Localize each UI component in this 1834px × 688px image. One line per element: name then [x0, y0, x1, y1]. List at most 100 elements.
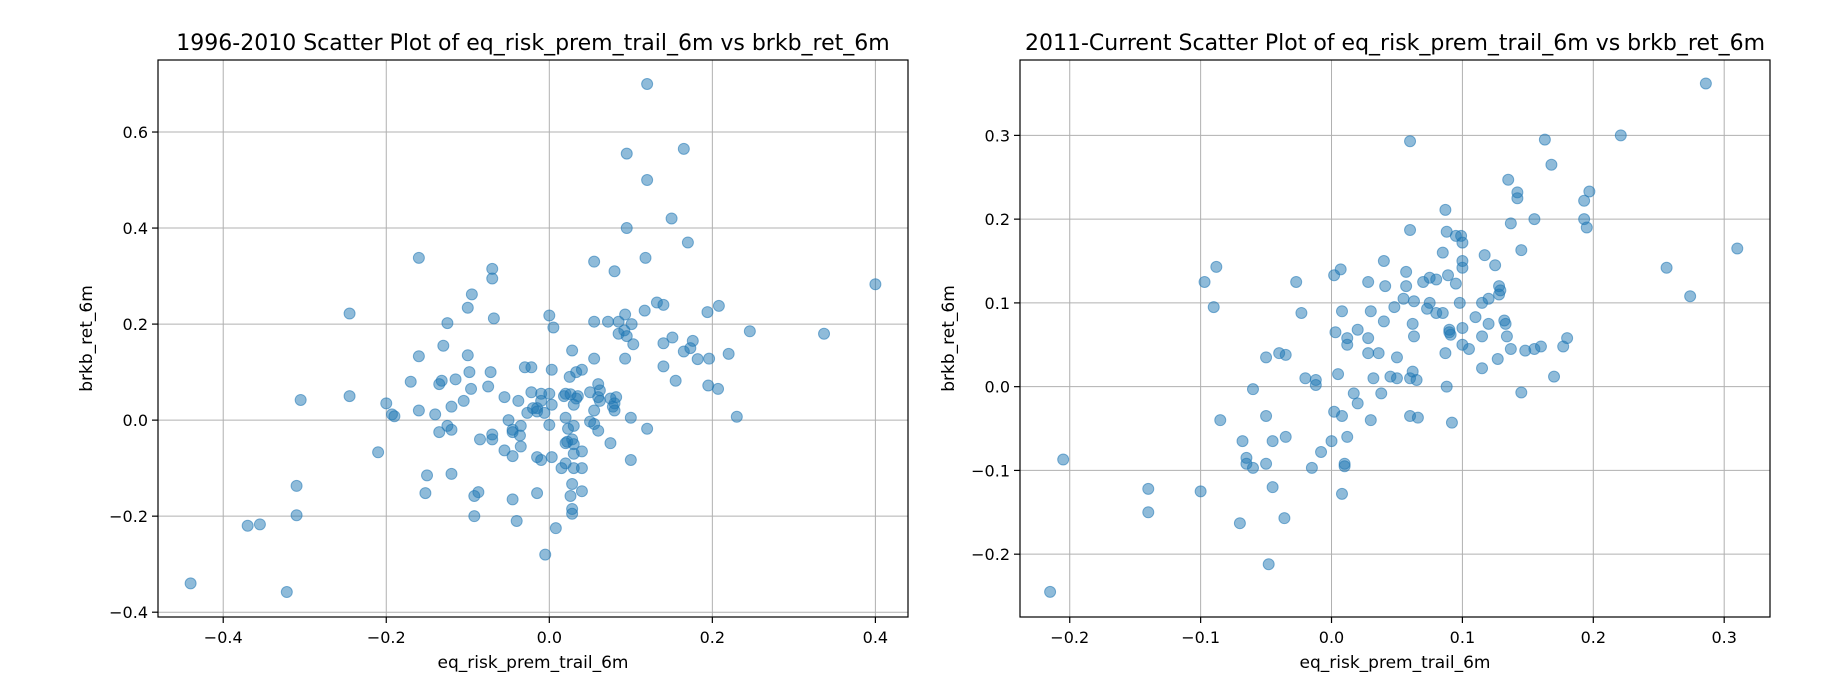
scatter-point: [539, 548, 552, 561]
scatter-point: [1493, 288, 1506, 301]
scatter-point: [441, 317, 454, 330]
scatter-point: [1332, 368, 1345, 381]
x-tick-label: 0.0: [1319, 628, 1344, 647]
scatter-point: [547, 321, 560, 334]
scatter-point: [1456, 236, 1469, 249]
scatter-point: [461, 349, 474, 362]
scatter-point: [1246, 461, 1259, 474]
scatter-point: [468, 489, 481, 502]
scatter-point: [593, 394, 606, 407]
scatter-point: [512, 394, 525, 407]
x-axis-label: eq_risk_prem_trail_6m: [438, 653, 629, 673]
scatter-point: [543, 309, 556, 322]
scatter-point: [677, 142, 690, 155]
scatter-point: [1194, 485, 1207, 498]
y-tick-label: −0.2: [971, 545, 1010, 564]
scatter-point: [498, 444, 511, 457]
scatter-point: [1439, 347, 1452, 360]
scatter-point: [457, 394, 470, 407]
scatter-point: [722, 347, 735, 360]
scatter-point: [543, 418, 556, 431]
scatter-point: [657, 360, 670, 373]
scatter-point: [498, 391, 511, 404]
y-tick-label: 0.2: [123, 315, 148, 334]
scatter-point: [1404, 224, 1417, 237]
scatter-point: [513, 429, 526, 442]
scatter-point: [1548, 370, 1561, 383]
y-tick-label: 0.3: [985, 126, 1010, 145]
y-tick-label: 0.0: [985, 378, 1010, 397]
scatter-point: [639, 251, 652, 264]
y-tick-label: 0.2: [985, 210, 1010, 229]
scatter-point: [1295, 306, 1308, 319]
scatter-point: [559, 411, 572, 424]
scatter-point: [1198, 275, 1211, 288]
scatter-point: [449, 373, 462, 386]
scatter-point: [1236, 435, 1249, 448]
x-tick-label: 0.0: [537, 628, 562, 647]
scatter-point: [1364, 305, 1377, 318]
y-tick-label: −0.4: [109, 603, 148, 622]
scatter-point: [1397, 292, 1410, 305]
scatter-point: [566, 344, 579, 357]
scatter-point: [253, 518, 266, 531]
scatter-point: [1207, 301, 1220, 314]
scatter-point: [1528, 342, 1541, 355]
scatter-point: [1260, 409, 1273, 422]
scatter-point: [1436, 306, 1449, 319]
scatter-point: [1329, 326, 1342, 339]
scatter-point: [1266, 481, 1279, 494]
x-tick-label: 0.2: [1581, 628, 1606, 647]
x-axis-label: eq_risk_prem_trail_6m: [1300, 653, 1491, 673]
scatter-point: [372, 446, 385, 459]
scatter-point: [1362, 332, 1375, 345]
scatter-point: [531, 487, 544, 500]
scatter-point: [588, 255, 601, 268]
scatter-point: [1614, 129, 1627, 142]
scatter-point: [1400, 280, 1413, 293]
scatter-point: [419, 487, 432, 500]
y-tick-label: 0.6: [123, 123, 148, 142]
scatter-point: [1335, 487, 1348, 500]
y-tick-label: −0.2: [109, 507, 148, 526]
scatter-point: [1469, 311, 1482, 324]
scatter-point: [1351, 397, 1364, 410]
scatter-point: [665, 212, 678, 225]
scatter-point: [619, 352, 632, 365]
scatter-point: [184, 577, 197, 590]
scatter-point: [1478, 249, 1491, 262]
scatter-point: [566, 507, 579, 520]
scatter-point: [1440, 380, 1453, 393]
scatter-point: [1449, 277, 1462, 290]
scatter-point: [669, 374, 682, 387]
scatter-point: [1367, 372, 1380, 385]
scatter-point: [1443, 323, 1456, 336]
scatter-point: [1372, 347, 1385, 360]
scatter-point: [712, 299, 725, 312]
scatter-point: [1335, 409, 1348, 422]
scatter-point: [1476, 362, 1489, 375]
scatter-point: [388, 410, 401, 423]
x-tick-label: −0.1: [1181, 628, 1220, 647]
scatter-point: [1511, 192, 1524, 205]
scatter-point: [510, 514, 523, 527]
scatter-point: [1515, 244, 1528, 257]
scatter-point: [506, 450, 519, 463]
scatter-point: [620, 222, 633, 235]
scatter-point: [1262, 558, 1275, 571]
scatter-point: [521, 406, 534, 419]
scatter-point: [743, 325, 756, 338]
scatter-point: [681, 236, 694, 249]
y-axis-label: brkb_ret_6m: [77, 285, 97, 392]
scatter-point: [1410, 373, 1423, 386]
scatter-point: [1044, 585, 1057, 598]
scatter-point: [1504, 342, 1517, 355]
scatter-point: [1545, 158, 1558, 171]
scatter-point: [1142, 482, 1155, 495]
scatter-point: [641, 174, 654, 187]
scatter-point: [1341, 338, 1354, 351]
scatter-point: [484, 366, 497, 379]
scatter-point: [1266, 435, 1279, 448]
scatter-point: [1057, 453, 1070, 466]
scatter-point: [624, 453, 637, 466]
